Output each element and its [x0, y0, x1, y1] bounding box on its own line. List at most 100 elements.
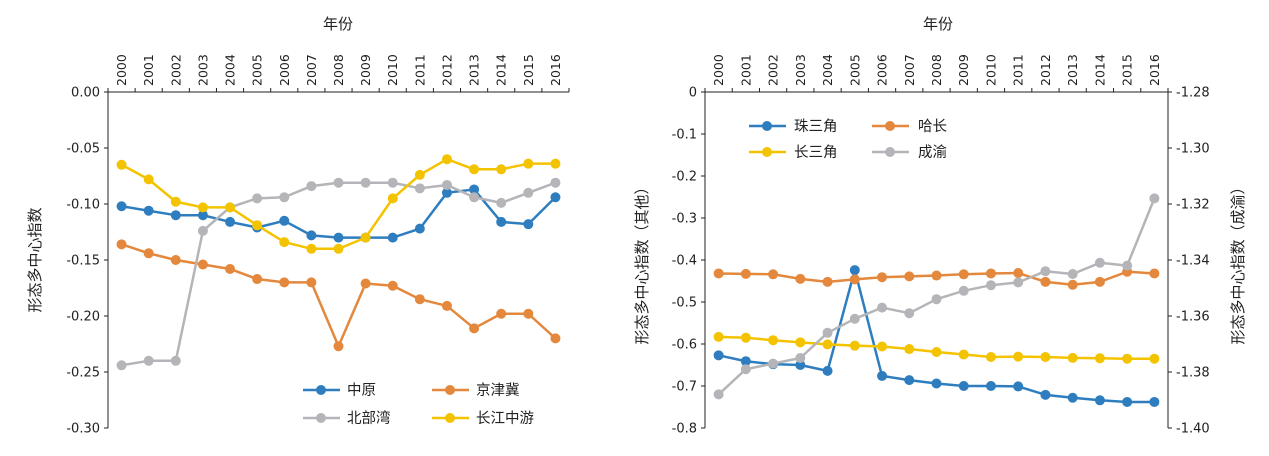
left-data-point	[170, 196, 181, 207]
left-series-1	[116, 239, 561, 352]
right-x-tick-label: 2013	[1065, 54, 1080, 86]
right-y-tick-label: -0.2	[672, 170, 697, 185]
left-data-point	[333, 232, 344, 243]
right-data-point	[740, 364, 751, 375]
left-data-point	[414, 294, 425, 305]
legend-item-beibuwan: 北部湾	[303, 410, 391, 427]
left-data-point	[496, 197, 507, 208]
right-data-point	[768, 358, 779, 369]
right-data-point	[985, 352, 996, 363]
left-data-point	[414, 183, 425, 194]
right-data-point	[1040, 352, 1051, 363]
right-data-point	[768, 269, 779, 280]
left-data-point	[333, 177, 344, 188]
legend-label-hachang: 哈长	[918, 118, 947, 135]
right-data-point	[1013, 351, 1024, 362]
right-data-point	[958, 269, 969, 280]
left-data-point	[333, 341, 344, 352]
right-data-point	[1013, 277, 1024, 288]
left-data-point	[306, 243, 317, 254]
right-data-point	[713, 389, 724, 400]
right-y-right-tick-label: -1.28	[1176, 86, 1210, 101]
legend-label-zhusanjiao: 珠三角	[794, 118, 838, 135]
right-data-point	[795, 360, 806, 370]
left-data-point	[360, 232, 371, 243]
right-data-point	[1149, 396, 1160, 407]
right-y-right-tick-label: -1.38	[1176, 366, 1210, 381]
right-y-tick-label: -0.6	[672, 338, 697, 353]
right-data-point	[1013, 381, 1024, 392]
legend-marker-jingjinji	[445, 385, 455, 395]
left-data-point	[550, 158, 561, 169]
left-data-point	[225, 263, 236, 274]
right-data-point	[985, 381, 996, 391]
left-data-point	[170, 255, 181, 265]
left-data-point	[252, 193, 263, 204]
right-axes: 2000 2001 2002 2003 2004 2005 2006 2007 2008 2009…	[672, 54, 1210, 436]
right-data-point	[795, 353, 806, 363]
right-data-point	[1040, 266, 1051, 277]
right-data-point	[904, 375, 915, 386]
legend-marker-zhusanjiao	[762, 121, 772, 131]
left-data-point	[469, 164, 480, 175]
left-data-point	[170, 355, 181, 366]
right-data-point	[931, 294, 942, 305]
right-y-right-tick-label: -1.32	[1176, 198, 1210, 213]
right-y-tick-label: -0.7	[672, 380, 697, 395]
right-data-point	[877, 272, 888, 283]
left-data-point	[441, 187, 452, 198]
left-data-point	[360, 177, 371, 188]
right-data-point	[1094, 353, 1105, 364]
right-data-point	[1067, 392, 1078, 403]
right-y-tick-label: -0.5	[672, 296, 697, 311]
left-data-point	[469, 192, 480, 203]
legend-marker-hachang	[885, 121, 895, 131]
right-series-1	[713, 266, 1160, 290]
left-data-point	[197, 259, 208, 270]
left-data-point	[116, 201, 127, 212]
right-y-tick-label: -0.3	[672, 212, 697, 227]
right-data-point	[931, 270, 942, 281]
right-series-layer	[713, 193, 1160, 407]
left-series-line	[121, 188, 557, 239]
left-data-point	[197, 202, 208, 213]
right-x-tick-label: 2006	[875, 54, 890, 86]
left-x-tick-label: 2015	[521, 54, 536, 86]
left-x-tick-label: 2008	[331, 54, 346, 86]
left-data-point	[469, 184, 480, 195]
left-data-point	[360, 278, 371, 289]
right-data-point	[795, 273, 806, 284]
left-x-tick-label: 2007	[304, 54, 319, 86]
right-x-tick-label: 2008	[929, 54, 944, 86]
left-y-tick-label: -0.10	[66, 198, 100, 213]
right-data-point	[849, 313, 860, 324]
right-data-point	[904, 344, 915, 355]
right-series-0	[713, 265, 1160, 407]
right-legend: 珠三角 哈长 长三角 成渝	[749, 118, 947, 161]
legend-label-chengyu: 成渝	[918, 144, 947, 161]
right-data-point	[740, 332, 751, 343]
left-data-point	[279, 192, 290, 203]
legend-label-jingjinji: 京津冀	[476, 382, 520, 399]
right-data-point	[1149, 353, 1160, 364]
left-data-point	[387, 280, 398, 291]
left-data-point	[496, 308, 507, 319]
right-data-point	[740, 268, 751, 279]
left-data-point	[197, 225, 208, 236]
right-data-point	[931, 378, 942, 389]
left-data-point	[523, 308, 534, 319]
left-data-point	[225, 202, 236, 213]
left-data-point	[170, 210, 181, 221]
right-data-point	[1094, 395, 1105, 406]
left-data-point	[441, 300, 452, 311]
left-data-point	[225, 216, 236, 227]
left-x-tick-label: 2003	[195, 54, 210, 86]
left-series-0	[116, 184, 561, 243]
legend-item-jingjinji: 京津冀	[432, 382, 520, 399]
left-x-tick-label: 2005	[250, 54, 265, 86]
legend-item-hachang: 哈长	[872, 118, 947, 135]
left-x-tick-label: 2013	[467, 54, 482, 86]
right-x-tick-label: 2004	[820, 54, 835, 86]
left-data-point	[414, 223, 425, 234]
